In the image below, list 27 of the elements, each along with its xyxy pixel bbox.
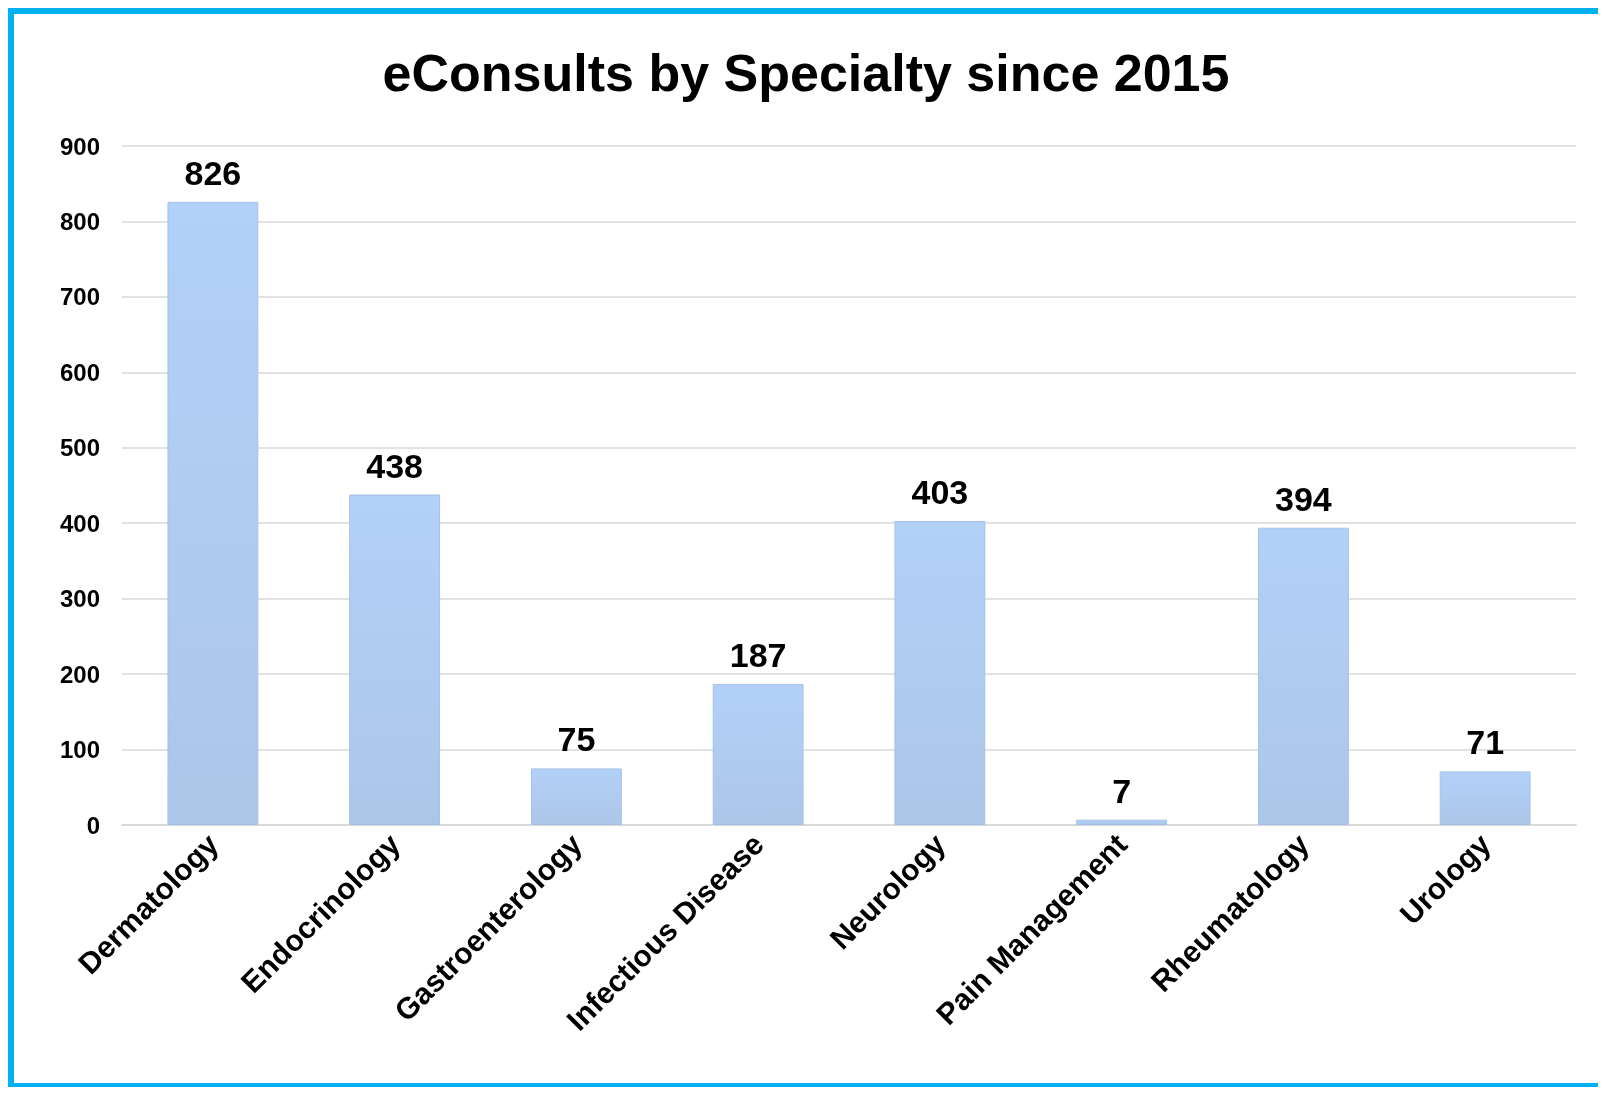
bar [167, 201, 259, 825]
bar [1257, 527, 1349, 825]
bar [530, 768, 622, 825]
y-tick-label: 100 [59, 736, 100, 764]
data-label: 187 [729, 635, 787, 674]
bar [1439, 771, 1531, 825]
y-tick-label: 900 [59, 132, 100, 160]
data-label: 394 [1275, 479, 1332, 518]
data-label: 7 [1112, 771, 1132, 810]
y-tick-label: 800 [59, 207, 100, 235]
y-tick-label: 0 [86, 811, 100, 839]
y-tick-label: 300 [59, 585, 100, 613]
y-tick-label: 400 [59, 509, 100, 537]
y-tick-label: 600 [59, 358, 100, 386]
data-label: 75 [557, 720, 596, 759]
chart-title: eConsults by Specialty since 2015 [382, 44, 1230, 102]
bar [1076, 819, 1168, 825]
y-tick-label: 500 [59, 434, 100, 462]
data-label: 71 [1466, 723, 1505, 762]
data-label: 826 [184, 153, 242, 192]
data-label: 438 [366, 446, 423, 485]
bar [349, 494, 441, 825]
data-label: 403 [911, 472, 969, 511]
y-tick-label: 200 [59, 660, 100, 688]
bar [712, 683, 804, 825]
bar [894, 520, 986, 825]
y-tick-label: 700 [59, 283, 100, 311]
